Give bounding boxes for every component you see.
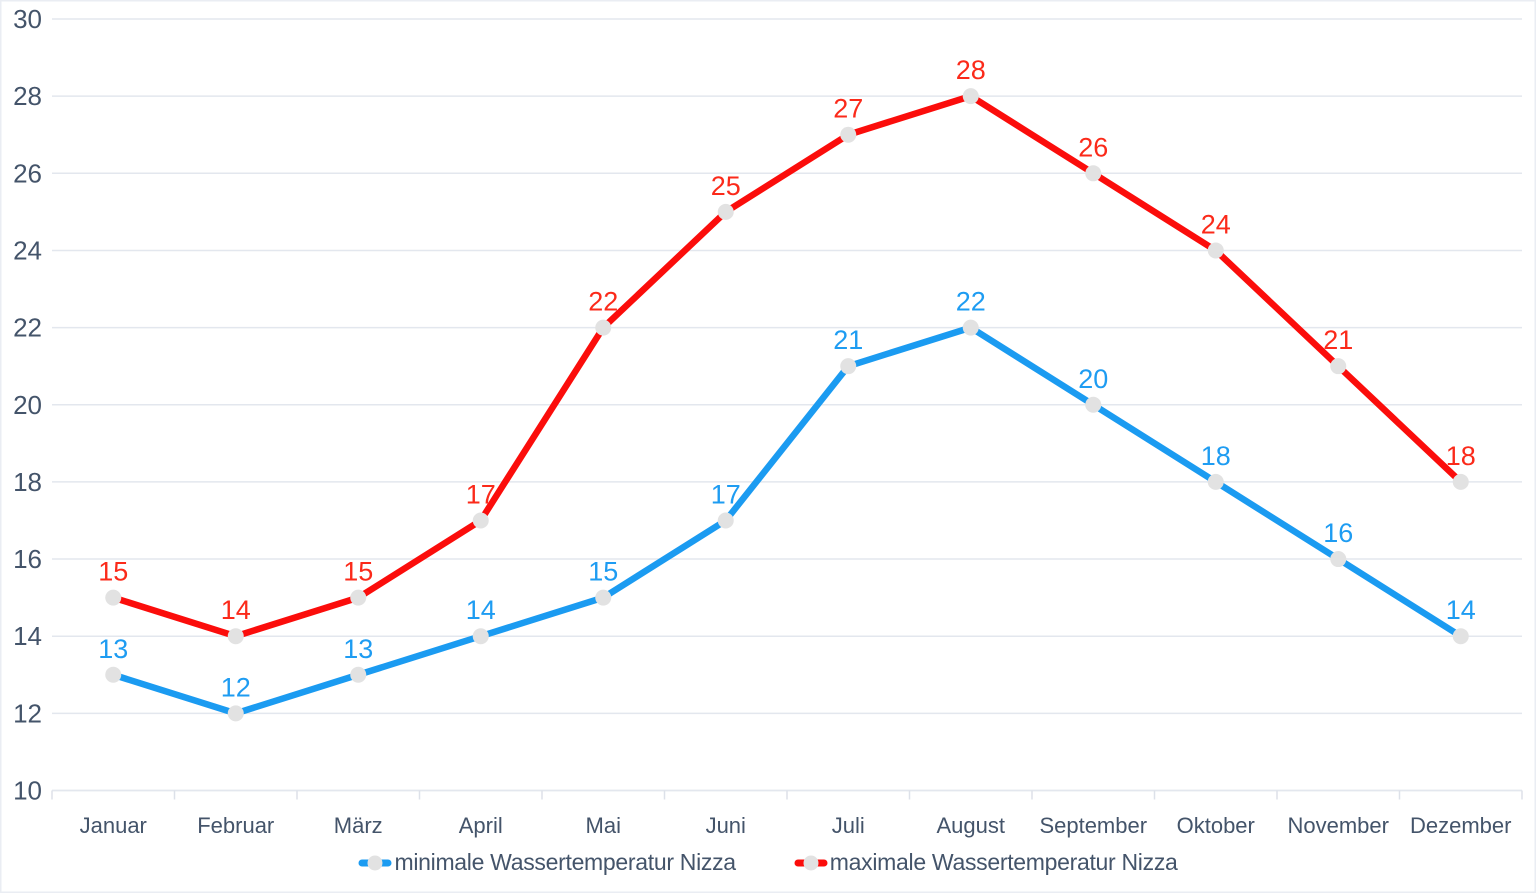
y-axis-tick-label: 12 bbox=[13, 698, 42, 728]
x-axis-category-label: April bbox=[459, 813, 503, 838]
data-point-label: 24 bbox=[1201, 209, 1231, 239]
x-axis-category-label: Januar bbox=[80, 813, 147, 838]
y-axis-tick-label: 22 bbox=[13, 313, 42, 343]
data-point-marker bbox=[105, 666, 122, 683]
x-axis-category-label: Juni bbox=[706, 813, 746, 838]
data-point-marker bbox=[595, 589, 612, 606]
data-point-label: 14 bbox=[1446, 595, 1476, 625]
data-point-marker bbox=[1207, 473, 1224, 490]
max-series-legend-marker-icon bbox=[794, 855, 828, 870]
y-axis-tick-label: 30 bbox=[13, 4, 42, 34]
data-point-label: 27 bbox=[833, 94, 863, 124]
data-point-label: 14 bbox=[221, 595, 251, 625]
data-point-marker bbox=[1330, 551, 1347, 568]
x-axis-category-label: November bbox=[1288, 813, 1389, 838]
data-point-label: 21 bbox=[833, 325, 863, 355]
y-axis-tick-label: 14 bbox=[13, 621, 42, 651]
data-point-label: 15 bbox=[588, 557, 618, 587]
x-axis-category-label: September bbox=[1039, 813, 1147, 838]
x-axis-category-label: Oktober bbox=[1177, 813, 1255, 838]
data-point-marker bbox=[472, 512, 489, 529]
data-point-label: 15 bbox=[98, 557, 128, 587]
data-point-label: 17 bbox=[466, 479, 496, 509]
legend-label-minimale: minimale Wassertemperatur Nizza bbox=[394, 849, 736, 875]
series-line bbox=[110, 324, 1464, 717]
data-point-marker bbox=[717, 512, 734, 529]
min-series-legend-marker-icon bbox=[358, 855, 392, 870]
data-point-marker bbox=[1085, 165, 1102, 182]
data-point-label: 18 bbox=[1201, 441, 1231, 471]
legend-item-maximale-wassertemperatur: maximale Wassertemperatur Nizza bbox=[794, 849, 1178, 876]
y-axis-tick-label: 28 bbox=[13, 81, 42, 111]
series-line bbox=[110, 92, 1464, 640]
data-point-marker bbox=[105, 589, 122, 606]
y-axis-tick-label: 20 bbox=[13, 390, 42, 420]
data-point-label: 18 bbox=[1446, 441, 1476, 471]
x-axis-category-label: Mai bbox=[586, 813, 621, 838]
data-point-label: 17 bbox=[711, 479, 741, 509]
data-point-marker bbox=[962, 319, 979, 336]
data-point-marker bbox=[1085, 396, 1102, 413]
chart-legend: minimale Wassertemperatur Nizza maximale… bbox=[0, 849, 1536, 876]
data-point-label: 13 bbox=[343, 634, 373, 664]
data-point-marker bbox=[717, 203, 734, 220]
x-axis-category-label: August bbox=[937, 813, 1006, 838]
y-axis-tick-label: 26 bbox=[13, 158, 42, 188]
data-point-label: 12 bbox=[221, 672, 251, 702]
y-axis-tick-label: 10 bbox=[13, 776, 42, 806]
data-point-marker bbox=[227, 628, 244, 645]
legend-label-maximale: maximale Wassertemperatur Nizza bbox=[829, 849, 1178, 875]
data-point-label: 16 bbox=[1323, 518, 1353, 548]
data-point-label: 25 bbox=[711, 171, 741, 201]
data-point-label: 15 bbox=[343, 557, 373, 587]
y-axis-tick-label: 18 bbox=[13, 467, 42, 497]
data-point-label: 20 bbox=[1078, 364, 1108, 394]
data-point-label: 22 bbox=[956, 287, 986, 317]
data-point-label: 13 bbox=[98, 634, 128, 664]
x-axis-category-label: Juli bbox=[832, 813, 865, 838]
data-point-label: 28 bbox=[956, 55, 986, 85]
data-point-marker bbox=[1330, 358, 1347, 375]
data-point-marker bbox=[1452, 628, 1469, 645]
data-point-marker bbox=[840, 126, 857, 143]
data-point-label: 14 bbox=[466, 595, 496, 625]
x-axis-category-label: Februar bbox=[197, 813, 274, 838]
data-point-marker bbox=[350, 589, 367, 606]
y-axis-tick-label: 24 bbox=[13, 235, 42, 265]
data-point-marker bbox=[595, 319, 612, 336]
legend-item-minimale-wassertemperatur: minimale Wassertemperatur Nizza bbox=[358, 849, 736, 876]
data-point-marker bbox=[350, 666, 367, 683]
data-point-label: 21 bbox=[1323, 325, 1353, 355]
data-point-label: 22 bbox=[588, 287, 618, 317]
data-point-marker bbox=[1452, 473, 1469, 490]
data-point-marker bbox=[840, 358, 857, 375]
data-point-marker bbox=[472, 628, 489, 645]
data-point-marker bbox=[227, 705, 244, 722]
x-axis-category-label: Dezember bbox=[1410, 813, 1511, 838]
y-axis-tick-label: 16 bbox=[13, 544, 42, 574]
data-point-marker bbox=[1207, 242, 1224, 259]
data-point-marker bbox=[962, 88, 979, 105]
data-point-label: 26 bbox=[1078, 132, 1108, 162]
x-axis-category-label: März bbox=[334, 813, 383, 838]
